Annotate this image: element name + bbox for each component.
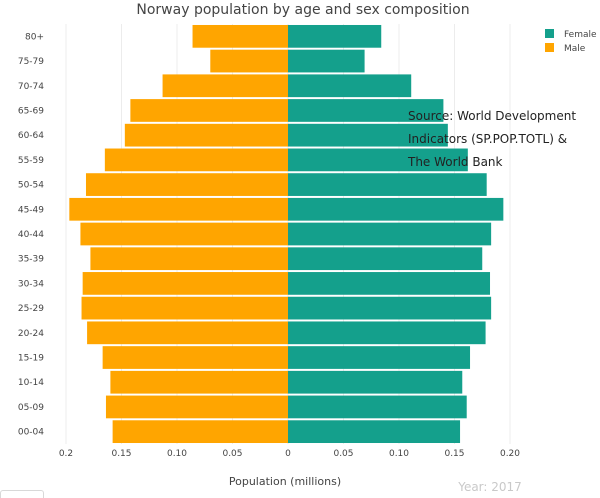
y-tick-label: 35-39 — [18, 255, 44, 265]
bar-male-75-79[interactable] — [210, 49, 288, 73]
x-tick-label: 0.10 — [167, 449, 187, 459]
bar-female-55-59[interactable] — [288, 148, 468, 172]
bar-male-80+[interactable] — [192, 24, 288, 48]
chart-title: Norway population by age and sex composi… — [136, 2, 469, 18]
y-tick-label: 80+ — [25, 32, 44, 42]
legend-swatch-male[interactable] — [545, 43, 554, 52]
corner-control[interactable] — [0, 490, 44, 498]
bar-female-00-04[interactable] — [288, 420, 461, 444]
y-tick-label: 50-54 — [18, 181, 44, 191]
y-axis-ticks: 00-04 05-09 10-14 15-19 20-24 25-29 30-34 35-39… — [18, 32, 44, 437]
x-tick-label: 0.05 — [333, 449, 353, 459]
bar-female-25-29[interactable] — [288, 296, 492, 320]
y-tick-label: 10-14 — [18, 378, 44, 388]
x-tick-label: 0.10 — [389, 449, 409, 459]
bar-female-75-79[interactable] — [288, 49, 365, 73]
x-axis-ticks: 0.2 0.15 0.10 0.05 0 0.05 0.10 0.15 0.20 — [59, 449, 520, 459]
source-annotation: Source: World Development Indicators (SP… — [407, 109, 576, 169]
bar-male-05-09[interactable] — [105, 395, 289, 419]
bar-male-20-24[interactable] — [87, 321, 288, 345]
bar-male-10-14[interactable] — [110, 370, 289, 394]
legend-label-male: Male — [564, 44, 586, 54]
bars — [69, 24, 504, 444]
y-tick-label: 25-29 — [18, 304, 44, 314]
y-tick-label: 20-24 — [18, 329, 44, 339]
bar-female-70-74[interactable] — [288, 74, 412, 98]
source-line-2: Indicators (SP.POP.TOTL) & — [408, 132, 567, 146]
y-tick-label: 40-44 — [18, 230, 44, 240]
bar-male-60-64[interactable] — [124, 123, 288, 147]
x-tick-label: 0.15 — [444, 449, 464, 459]
bar-female-60-64[interactable] — [288, 123, 448, 147]
x-tick-label: 0.2 — [59, 449, 73, 459]
y-tick-label: 15-19 — [18, 354, 44, 364]
bar-male-50-54[interactable] — [85, 173, 288, 196]
bar-female-05-09[interactable] — [288, 395, 467, 419]
y-tick-label: 00-04 — [18, 428, 44, 438]
legend: Female Male — [545, 29, 597, 54]
bar-male-65-69[interactable] — [130, 99, 288, 122]
legend-swatch-female[interactable] — [545, 29, 554, 38]
bar-male-00-04[interactable] — [112, 420, 289, 444]
bar-male-40-44[interactable] — [80, 222, 289, 246]
y-tick-label: 65-69 — [18, 106, 44, 116]
bar-female-30-34[interactable] — [288, 272, 491, 295]
y-tick-label: 60-64 — [18, 131, 44, 141]
source-line-3: The World Bank — [407, 155, 503, 169]
y-tick-label: 75-79 — [18, 57, 44, 67]
bar-female-45-49[interactable] — [288, 197, 504, 221]
bar-female-50-54[interactable] — [288, 173, 487, 196]
bar-male-15-19[interactable] — [102, 346, 288, 369]
y-tick-label: 70-74 — [18, 82, 44, 92]
bar-male-35-39[interactable] — [90, 247, 288, 271]
bar-female-15-19[interactable] — [288, 346, 471, 369]
bar-male-30-34[interactable] — [82, 272, 289, 295]
bar-female-10-14[interactable] — [288, 370, 463, 394]
source-line-1: Source: World Development — [408, 109, 576, 123]
bar-female-35-39[interactable] — [288, 247, 483, 271]
bar-male-70-74[interactable] — [162, 74, 288, 98]
bar-female-80+[interactable] — [288, 24, 382, 48]
bar-male-25-29[interactable] — [81, 296, 288, 320]
bar-female-20-24[interactable] — [288, 321, 486, 345]
year-label: Year: 2017 — [457, 480, 522, 494]
y-tick-label: 05-09 — [18, 403, 44, 413]
bar-male-45-49[interactable] — [69, 197, 288, 221]
y-tick-label: 45-49 — [18, 205, 44, 215]
bar-female-40-44[interactable] — [288, 222, 492, 246]
x-tick-label: 0.05 — [222, 449, 242, 459]
x-tick-label: 0 — [285, 449, 291, 459]
legend-label-female: Female — [564, 30, 597, 40]
bar-female-65-69[interactable] — [288, 99, 444, 122]
bar-male-55-59[interactable] — [104, 148, 288, 172]
x-axis-label: Population (millions) — [229, 475, 341, 488]
y-tick-label: 55-59 — [18, 156, 44, 166]
y-tick-label: 30-34 — [18, 279, 44, 289]
x-tick-label: 0.20 — [500, 449, 520, 459]
x-tick-label: 0.15 — [111, 449, 131, 459]
